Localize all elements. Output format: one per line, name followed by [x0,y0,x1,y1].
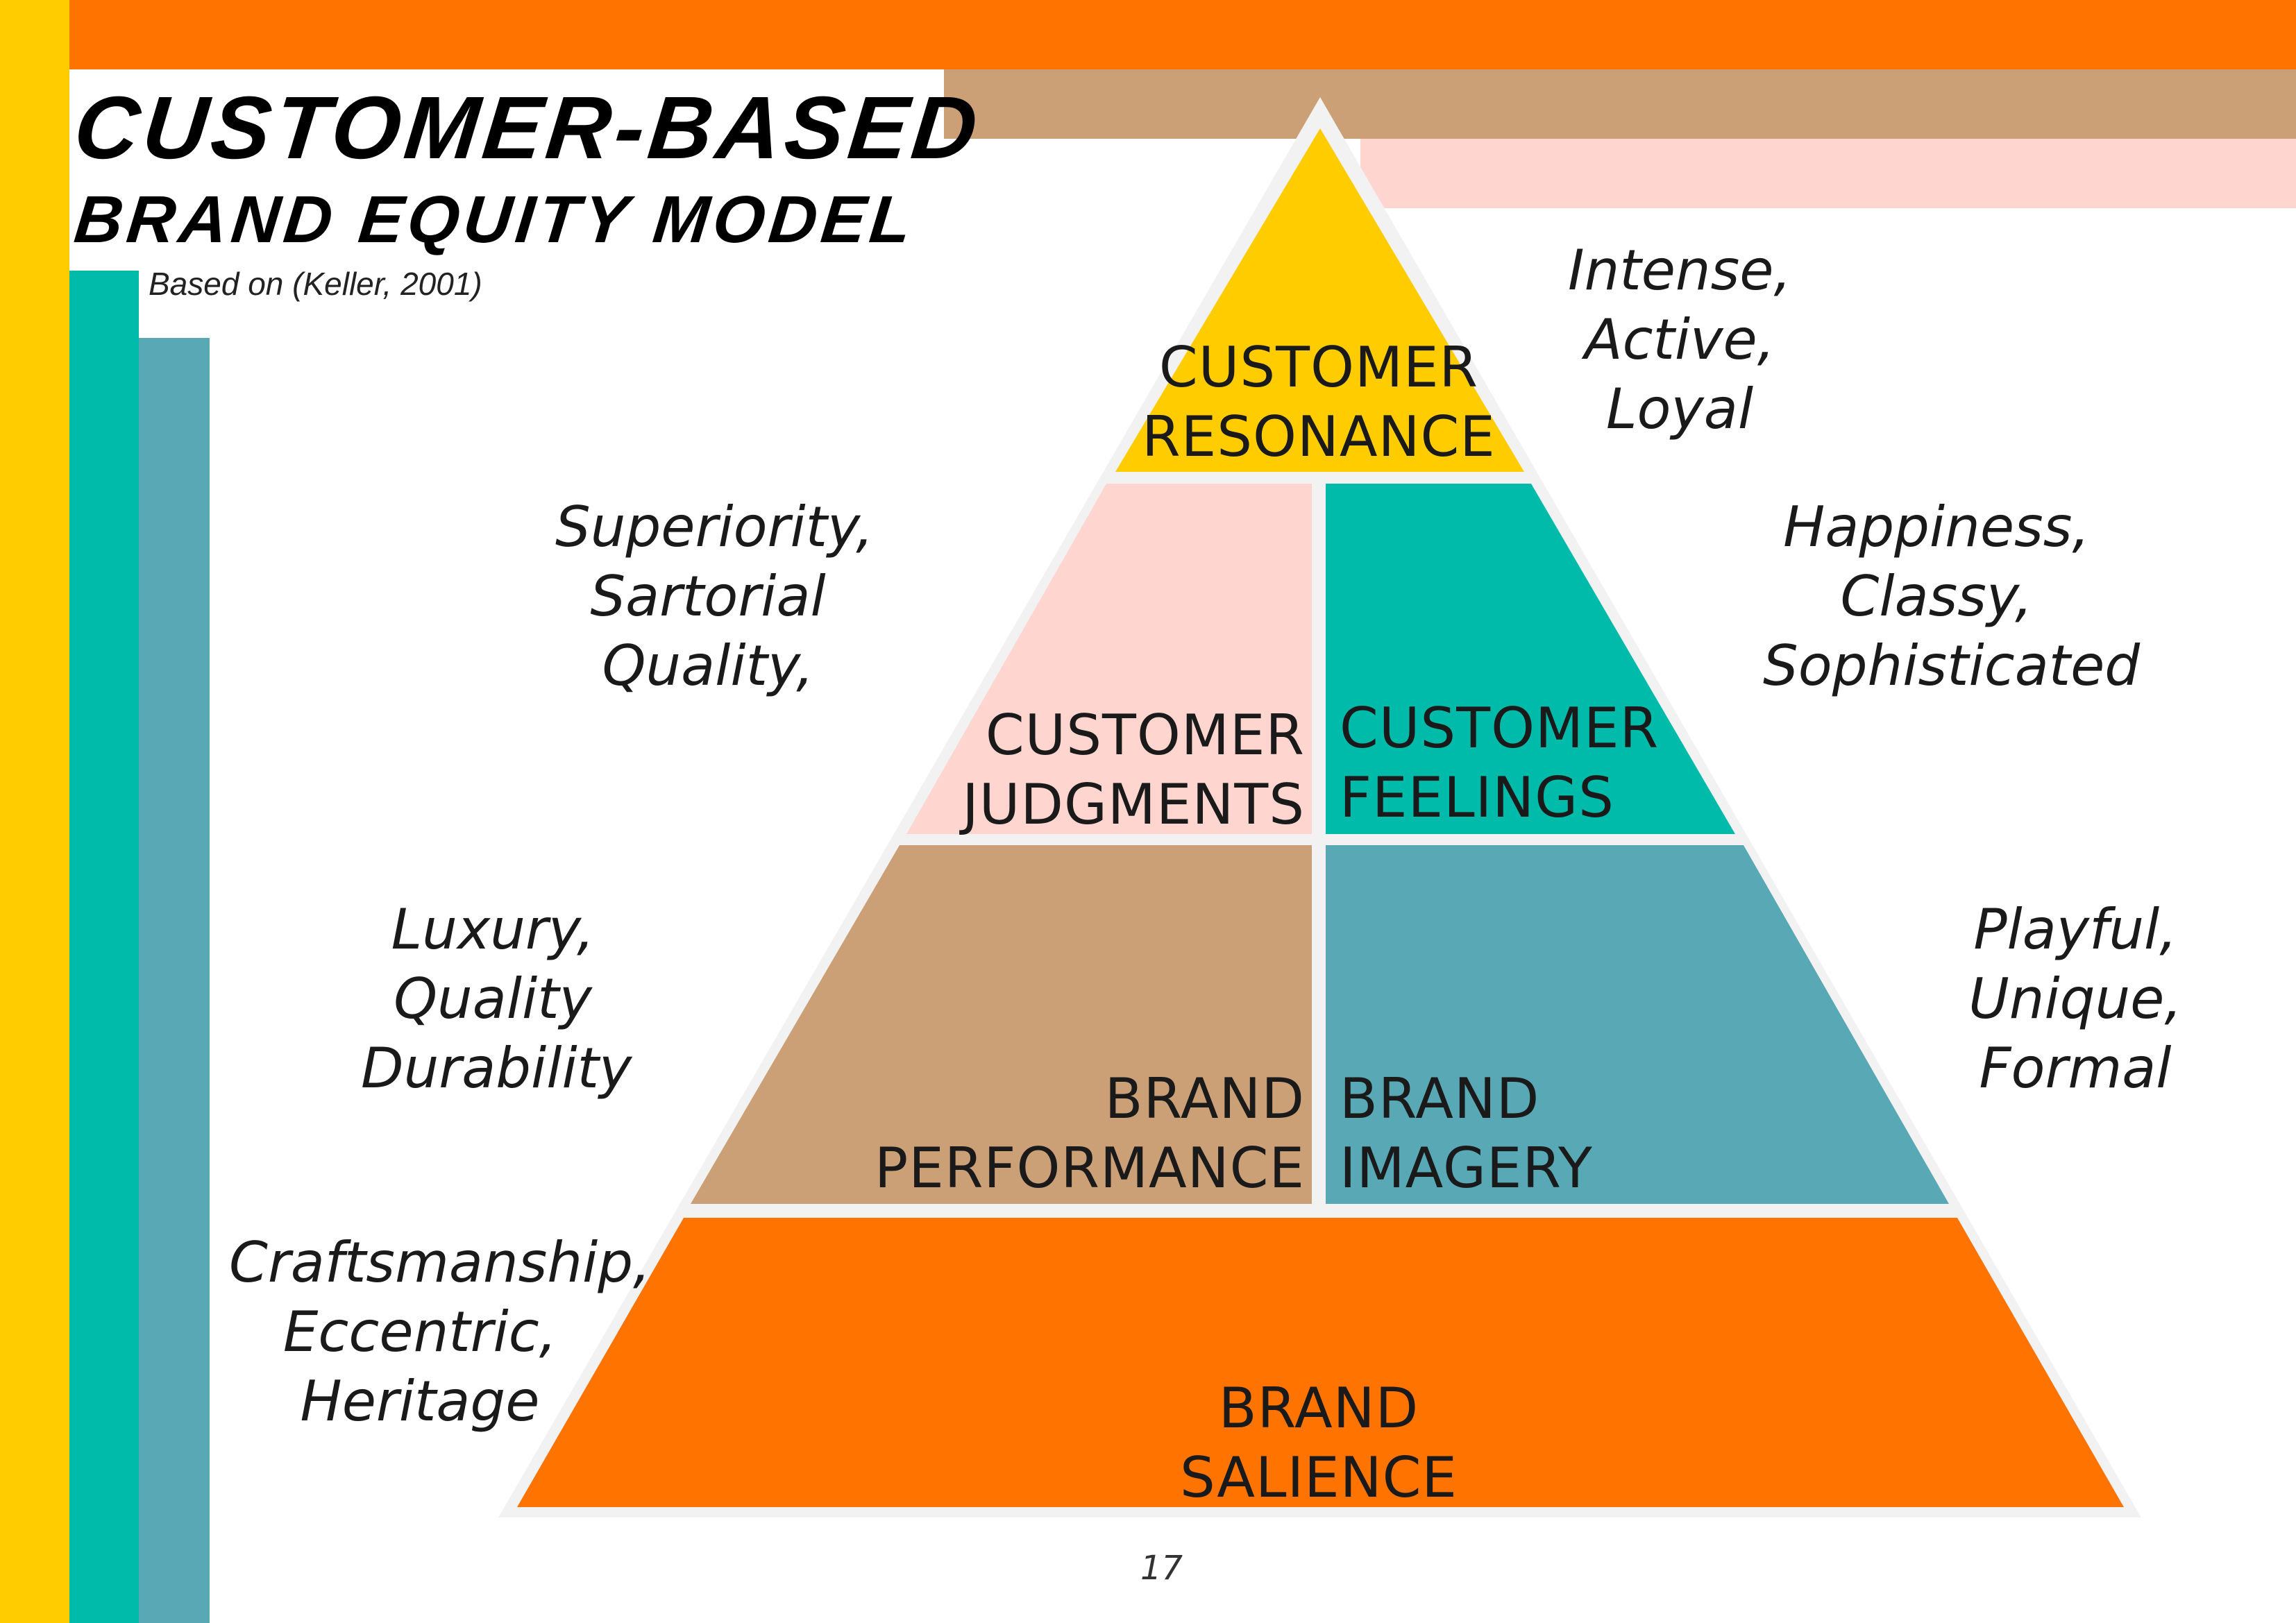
left-steel-bar [139,338,210,1623]
top-orange-bar [0,0,2296,69]
descriptors-imagery: Playful, Unique, Formal [1968,897,2182,1101]
top-tan-bar [944,69,2296,139]
left-teal-bar [69,271,139,1623]
title-line-1: Customer-Based [69,78,986,178]
label-customer-judgments: CUSTOMER JUDGMENTS [962,703,1305,837]
tier-feelings [1326,484,1735,834]
label-brand-salience: BRAND SALIENCE [1180,1376,1458,1510]
label-brand-performance: BRAND PERFORMANCE [875,1067,1305,1200]
tier-salience [517,1218,2124,1507]
descriptors-judgments: Superiority, Sartorial Quality, [555,495,874,698]
page-number: 17 [1140,1549,1183,1588]
title-line-2: Brand Equity Model [71,182,919,257]
source-citation: Based on (Keller, 2001) [149,266,482,302]
descriptors-feelings: Happiness, Classy, Sophisticated [1763,495,2141,698]
tier-performance [691,845,1312,1204]
tier-resonance [1115,128,1524,472]
descriptors-resonance: Intense, Active, Loyal [1568,238,1791,441]
top-pink-bar [1360,139,2296,208]
left-yellow-bar [0,0,69,1623]
tier-imagery [1326,845,1949,1204]
label-customer-resonance: CUSTOMER RESONANCE [1142,335,1496,469]
descriptors-salience: Craftsmanship, Eccentric, Heritage [229,1230,651,1434]
descriptors-performance: Luxury, Quality Durability [361,897,632,1101]
label-customer-feelings: CUSTOMER FEELINGS [1340,696,1660,830]
label-brand-imagery: BRAND IMAGERY [1340,1067,1593,1200]
tier-judgments [906,484,1312,834]
